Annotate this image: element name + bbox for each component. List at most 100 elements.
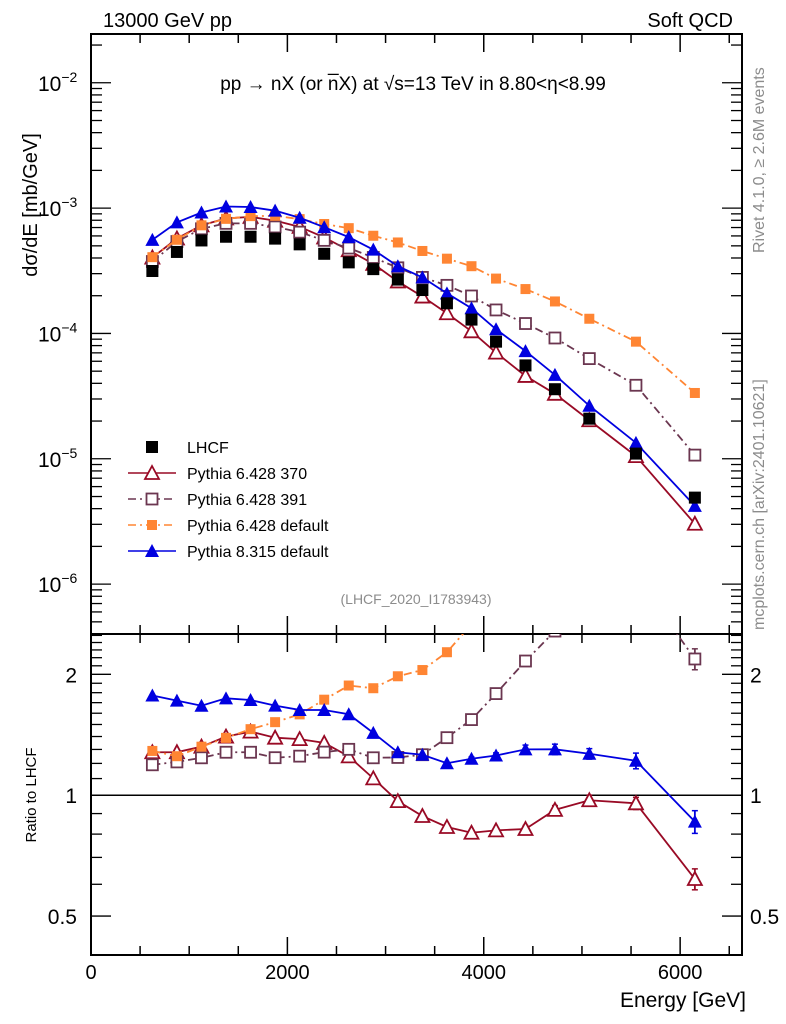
- series-point: [392, 237, 403, 248]
- ratio-point: [440, 731, 454, 745]
- header-right-label: Soft QCD: [647, 10, 733, 32]
- ratio-point: [317, 745, 331, 759]
- data-point: [367, 263, 380, 276]
- legend-item-pythia-6-428-370: Pythia 6.428 370: [128, 464, 307, 483]
- legend-item-pythia-6-428-default: Pythia 6.428 default: [128, 518, 329, 535]
- y-tick-label: 10−3: [38, 194, 78, 221]
- ratio-tick-label-right: 1: [750, 785, 762, 808]
- series-point: [219, 199, 234, 213]
- ratio-point: [415, 747, 430, 761]
- legend-marker: [145, 544, 159, 557]
- legend-item-pythia-8-315-default: Pythia 8.315 default: [128, 544, 329, 561]
- ratio-point: [489, 748, 504, 762]
- series-point: [438, 304, 456, 321]
- ratio-point: [270, 717, 281, 728]
- y-tick-label: 10−5: [38, 445, 78, 472]
- series-point: [415, 270, 430, 284]
- ratio-point: [466, 619, 476, 629]
- series-line: [151, 222, 696, 456]
- data-point: [293, 238, 306, 251]
- series-point: [145, 232, 160, 246]
- data-point: [416, 284, 429, 297]
- series-point: [245, 211, 256, 222]
- ratio-series-pythia-8-315-default: [145, 688, 702, 835]
- ratio-tick-label: 0.5: [48, 906, 77, 929]
- series-point: [487, 343, 505, 360]
- data-point: [170, 245, 183, 258]
- series-point: [491, 273, 502, 284]
- series-line: [151, 214, 696, 394]
- legend-label: Pythia 6.428 370: [187, 466, 307, 483]
- ratio-point: [147, 745, 158, 756]
- ratio-point: [219, 691, 234, 705]
- legend-marker: [143, 464, 161, 480]
- legend-marker: [145, 492, 159, 506]
- x-axis-title: Energy [GeV]: [620, 989, 746, 1012]
- ratio-point: [266, 728, 284, 745]
- series-point: [317, 233, 331, 247]
- series-point: [441, 253, 452, 264]
- series-point: [516, 367, 534, 383]
- series-point: [629, 378, 643, 392]
- ratio-tick-label: 1: [65, 785, 77, 808]
- mcplots-label: mcplots.cern.ch [arXiv:2401.10621]: [751, 379, 768, 630]
- x-tick-label: 2000: [265, 962, 310, 984]
- series-point: [689, 387, 700, 398]
- series-point: [688, 448, 702, 462]
- ratio-point: [584, 470, 594, 480]
- legend: LHCF Pythia 6.428 370 Pythia 6.428 391 Pyth…: [128, 440, 329, 561]
- legend-label: Pythia 8.315 default: [187, 544, 329, 561]
- data-point: [465, 313, 478, 326]
- ratio-point: [268, 698, 283, 712]
- series-point: [221, 213, 232, 224]
- series-point: [628, 435, 643, 449]
- ratio-point: [195, 751, 208, 765]
- ratio-point: [520, 546, 530, 556]
- y-tick-label: 10−4: [38, 319, 78, 346]
- ratio-point: [243, 693, 258, 707]
- series-point: [147, 252, 158, 263]
- data-point: [342, 256, 355, 269]
- ratio-point: [582, 746, 597, 760]
- rivet-label: Rivet 4.1.0, ≥ 2.6M events: [751, 67, 768, 253]
- ratio-point: [292, 702, 307, 716]
- ratio-point: [341, 707, 356, 721]
- ratio-point: [584, 597, 595, 608]
- ratio-point: [489, 687, 503, 700]
- ratio-point: [413, 807, 431, 823]
- data-point: [629, 447, 642, 460]
- ratio-y-axis-title: Ratio to LHCF: [23, 747, 40, 842]
- series-point: [317, 220, 332, 234]
- ratio-tick-label-right: 0.5: [750, 906, 779, 929]
- ratio-point: [389, 792, 407, 809]
- ratio-point: [630, 571, 641, 582]
- ratio-line: [152, 694, 696, 823]
- series-point: [169, 215, 184, 229]
- series-point: [462, 322, 480, 339]
- series-point: [518, 344, 533, 358]
- data-point: [519, 359, 532, 372]
- ratio-tick-label-right: 2: [750, 664, 762, 687]
- series-point: [366, 242, 381, 256]
- header-left-label: 13000 GeV pp: [103, 10, 232, 32]
- series-pythia-8-315-default: [145, 199, 702, 512]
- plot-title: pp → nX (or n̅X) at √s=13 TeV in 8.80<η<…: [220, 74, 606, 95]
- series-point: [292, 210, 307, 224]
- ratio-series-group: [143, 470, 704, 891]
- x-tick-label: 0: [85, 962, 96, 984]
- series-point: [390, 259, 405, 273]
- series-point: [686, 514, 704, 531]
- series-point: [547, 367, 562, 381]
- ratio-point: [686, 870, 704, 886]
- upper-axes: 10−6 10−5 10−4 10−3 10−2: [38, 33, 743, 635]
- x-tick-label: 4000: [462, 962, 507, 984]
- data-point: [269, 232, 282, 245]
- series-point: [584, 313, 595, 324]
- ratio-series-pythia-6-428-391: [145, 571, 702, 772]
- ratio-point: [364, 769, 382, 786]
- upper-series-group: [143, 199, 704, 531]
- legend-label: Pythia 6.428 default: [187, 518, 329, 535]
- data-point: [440, 297, 453, 310]
- series-point: [194, 205, 209, 219]
- ratio-point: [145, 688, 160, 702]
